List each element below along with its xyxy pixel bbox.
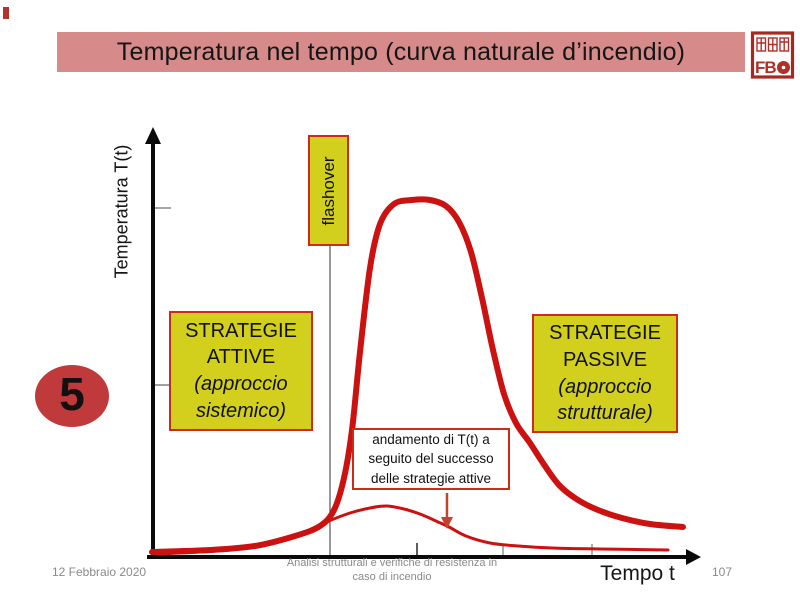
x-axis-arrowhead-icon <box>686 549 701 565</box>
stamp-dot-center <box>781 65 786 70</box>
section-number-badge: 5 <box>35 365 109 427</box>
active-box-line: ATTIVE <box>206 346 276 369</box>
natural-fire-curve <box>149 196 686 555</box>
flashover-label-box: flashover <box>308 135 349 246</box>
passive-box-line: strutturale) <box>557 402 653 425</box>
suppressed-curve-callout: andamento di T(t) a seguito del successo… <box>352 428 510 490</box>
callout-line: seguito del successo <box>368 451 494 467</box>
active-box-line: sistemico) <box>195 399 286 422</box>
stamp-border <box>750 31 795 79</box>
flashover-label: flashover <box>318 156 338 225</box>
callout-arrowhead-icon <box>441 517 453 529</box>
fb-seal-stamp: FB <box>750 31 795 79</box>
callout-line: andamento di T(t) a <box>372 432 490 448</box>
passive-strategies-box: STRATEGIE PASSIVE (approccio strutturale… <box>532 314 678 433</box>
active-box-line: (approccio <box>194 373 288 395</box>
stamp-glyphs-icon <box>756 37 790 52</box>
slide-title-bar: Temperatura nel tempo (curva naturale d’… <box>57 32 745 72</box>
passive-box-line: (approccio <box>558 375 652 398</box>
active-box-line: STRATEGIE <box>185 319 297 342</box>
suppressed-fire-curve <box>156 504 670 556</box>
y-axis-arrowhead-icon <box>145 127 161 144</box>
x-axis-label: Tempo t <box>600 562 675 585</box>
stamp-letters: FB <box>755 58 776 77</box>
callout-line: delle strategie attive <box>370 470 492 486</box>
footer-course-line: caso di incendio <box>352 571 432 584</box>
active-strategies-box: STRATEGIE ATTIVE (approccio sistemico) <box>169 311 313 431</box>
slide-title: Temperatura nel tempo (curva naturale d’… <box>116 37 686 66</box>
corner-accent-mark <box>3 7 9 19</box>
footer-page-number: 107 <box>711 565 732 579</box>
passive-box-line: PASSIVE <box>562 348 648 371</box>
y-axis-label: Temperatura T(t) <box>111 144 132 279</box>
section-number: 5 <box>59 368 85 420</box>
footer-date: 12 Febbraio 2020 <box>52 565 147 579</box>
passive-box-line: STRATEGIE <box>549 322 661 345</box>
footer-course-title: Analisi strutturali e verifiche di resis… <box>252 556 532 585</box>
footer-course-line: Analisi strutturali e verifiche di resis… <box>286 557 498 569</box>
